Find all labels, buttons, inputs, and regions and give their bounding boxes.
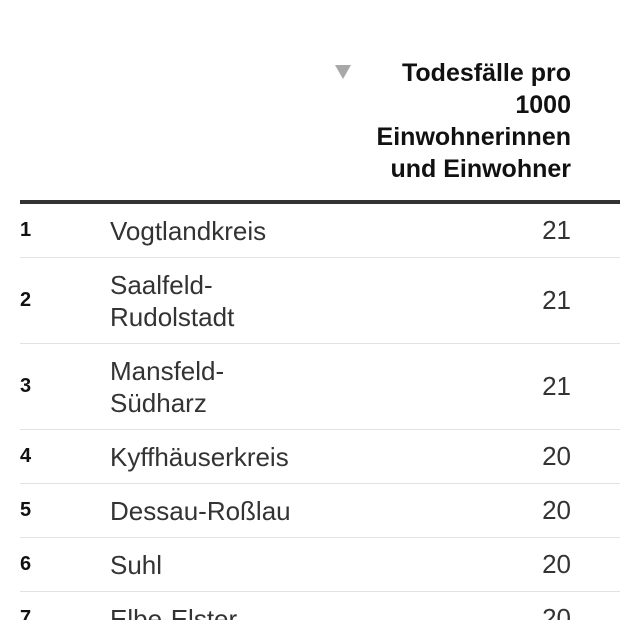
rank-cell: 2	[20, 289, 32, 311]
value-cell: 20	[542, 441, 571, 471]
table-row: 1 Vogtlandkreis 21	[20, 204, 620, 258]
district-cell: Dessau-Roßlau	[110, 495, 291, 526]
district-cell: Saalfeld-Rudolstadt	[110, 269, 235, 332]
district-cell: Elbe-Elster	[110, 603, 238, 621]
rank-cell: 3	[20, 375, 32, 397]
table-row: 3 Mansfeld-Südharz 21	[20, 344, 620, 430]
value-cell: 20	[542, 495, 571, 525]
district-cell: Vogtlandkreis	[110, 215, 267, 246]
table-row: 7 Elbe-Elster 20	[20, 592, 620, 620]
value-cell: 20	[542, 549, 571, 579]
table-row: 2 Saalfeld-Rudolstadt 21	[20, 258, 620, 344]
value-cell: 20	[542, 603, 571, 620]
sort-descending-icon	[335, 65, 351, 79]
table-row: 5 Dessau-Roßlau 20	[20, 484, 620, 538]
column-header-label: Todesfälle pro 1000 Einwohnerinnen und E…	[376, 59, 571, 183]
table-row: 6 Suhl 20	[20, 538, 620, 592]
rank-cell: 6	[20, 553, 32, 575]
rank-cell: 4	[20, 445, 32, 467]
rank-cell: 7	[20, 607, 32, 620]
table-row: 4 Kyffhäuserkreis 20	[20, 430, 620, 484]
sort-column-header[interactable]: Todesfälle pro 1000 Einwohnerinnen und E…	[335, 57, 571, 185]
rank-cell: 5	[20, 499, 32, 521]
table-header: Todesfälle pro 1000 Einwohnerinnen und E…	[20, 0, 620, 204]
data-table: Todesfälle pro 1000 Einwohnerinnen und E…	[20, 0, 620, 620]
district-cell: Mansfeld-Südharz	[110, 355, 225, 418]
rank-cell: 1	[20, 219, 32, 241]
value-cell: 21	[542, 215, 571, 245]
district-cell: Kyffhäuserkreis	[110, 441, 289, 472]
value-cell: 21	[542, 371, 571, 401]
value-cell: 21	[542, 285, 571, 315]
district-cell: Suhl	[110, 549, 163, 580]
